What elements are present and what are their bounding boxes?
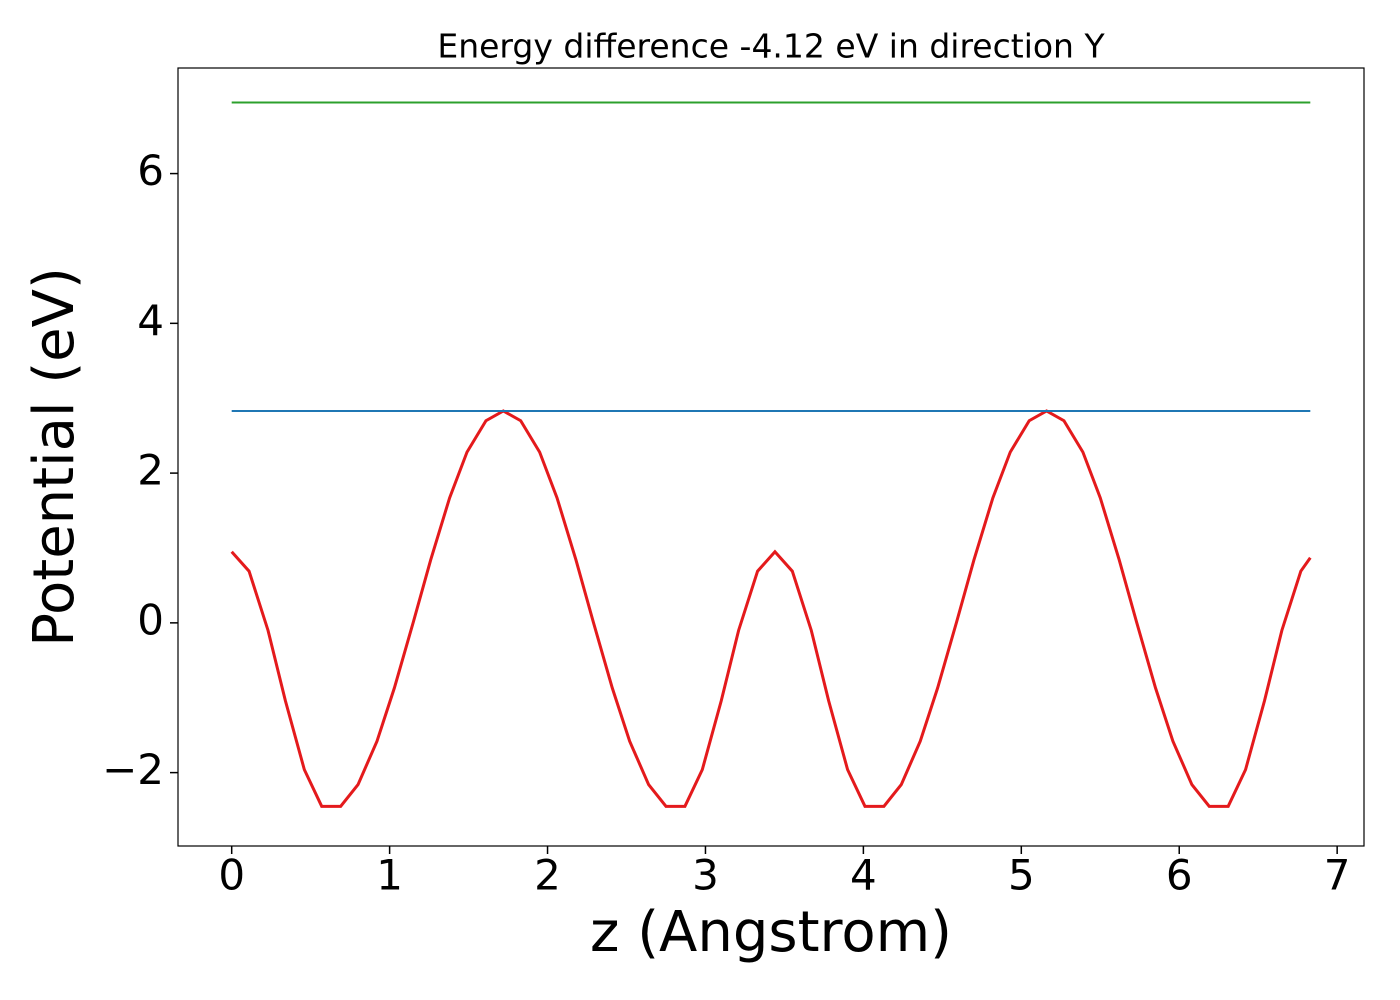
x-tick-label: 7: [1324, 851, 1351, 900]
x-tick-label: 1: [376, 851, 403, 900]
chart-title: Energy difference -4.12 eV in direction …: [437, 27, 1105, 66]
y-axis-label: Potential (eV): [22, 267, 87, 647]
x-tick-label: 2: [534, 851, 561, 900]
x-tick-label: 6: [1166, 851, 1193, 900]
y-tick-label: 4: [137, 296, 164, 345]
y-tick-label: 2: [137, 446, 164, 495]
x-tick-label: 5: [1008, 851, 1035, 900]
x-tick-label: 4: [850, 851, 877, 900]
y-tick-label: 0: [137, 595, 164, 644]
x-tick-label: 0: [218, 851, 245, 900]
x-axis-label: z (Angstrom): [590, 900, 952, 965]
y-tick-label: 6: [137, 146, 164, 195]
y-tick-label: −2: [102, 745, 164, 794]
x-tick-label: 3: [692, 851, 719, 900]
plot-frame: [177, 67, 1365, 847]
series-line: [230, 409, 1312, 808]
